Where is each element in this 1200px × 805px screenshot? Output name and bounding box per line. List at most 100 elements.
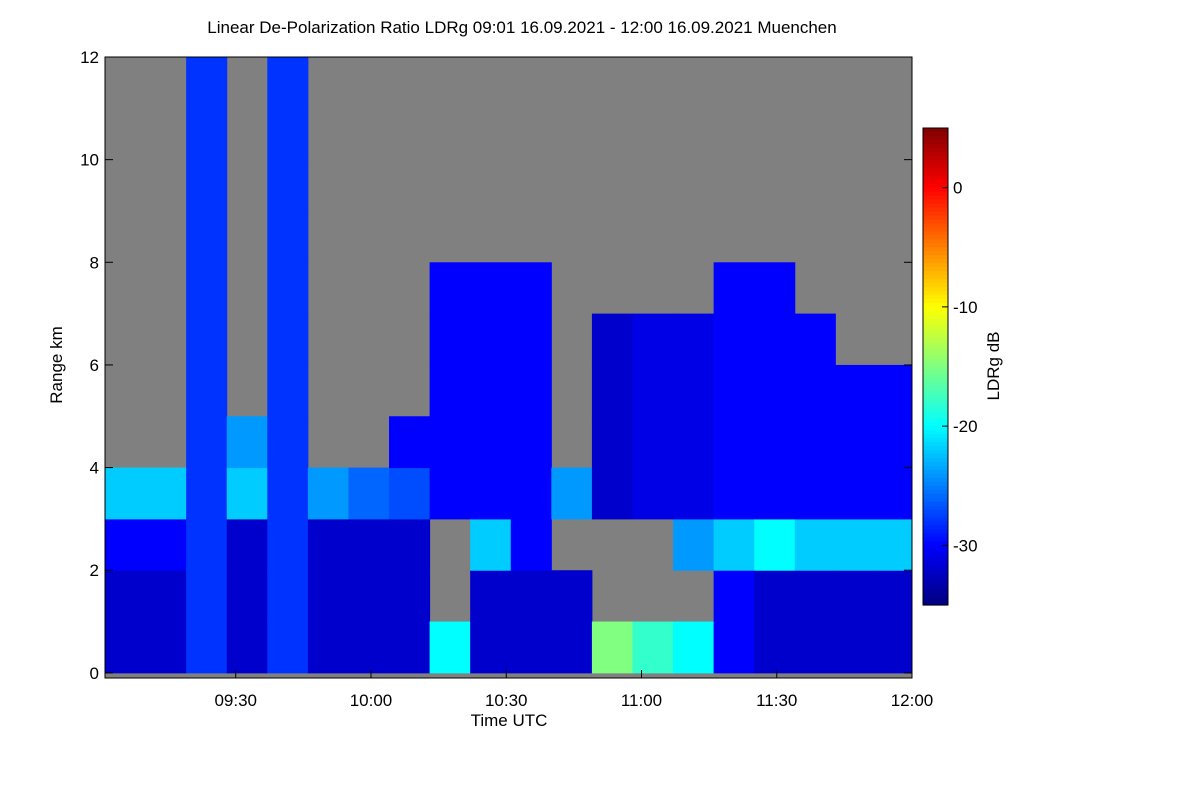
heat-cell [145, 570, 187, 623]
colorbar-segment [923, 497, 948, 503]
colorbar-segment [923, 223, 948, 228]
y-tick-label: 12 [80, 48, 99, 67]
colorbar-segment [923, 573, 948, 578]
heat-cell [429, 416, 471, 469]
heat-cell [226, 416, 268, 469]
colorbar-segment [923, 418, 948, 423]
colorbar-segment [923, 394, 948, 399]
colorbar-segment [923, 350, 948, 356]
colorbar-segment [923, 533, 948, 539]
heat-cell [673, 364, 715, 417]
heat-cell [875, 570, 913, 623]
heat-cell [307, 518, 349, 571]
colorbar-segment [923, 410, 948, 415]
colorbar-segment [923, 263, 948, 268]
heat-cell [186, 621, 228, 674]
colorbar-segment [923, 287, 948, 292]
colorbar-tick-label: -30 [953, 536, 978, 555]
colorbar-segment [923, 247, 948, 252]
colorbar-segment [923, 390, 948, 395]
heat-cell [105, 621, 147, 674]
colorbar-segment [923, 426, 948, 431]
colorbar-segment [923, 163, 948, 169]
heat-cell [267, 467, 309, 520]
y-tick-label: 4 [90, 459, 99, 478]
colorbar-segment [923, 517, 948, 523]
heat-cell [470, 416, 512, 469]
heat-cell [186, 262, 228, 315]
heat-cell [794, 364, 836, 417]
colorbar-segment [923, 489, 948, 495]
colorbar-segment [923, 294, 948, 300]
heat-cell [591, 416, 633, 469]
heat-cell [713, 364, 755, 417]
heat-cell [429, 467, 471, 520]
x-tick-label: 11:30 [756, 691, 797, 710]
colorbar-segment [923, 239, 948, 244]
colorbar-segment [923, 541, 948, 546]
heat-cell [754, 467, 796, 520]
heat-cell [470, 364, 512, 417]
heat-cell [510, 416, 552, 469]
colorbar-segment [923, 139, 948, 145]
colorbar-segment [923, 318, 948, 324]
heat-cell [632, 621, 674, 674]
colorbar-segment [923, 461, 948, 467]
colorbar-segment [923, 430, 948, 435]
heat-cell [186, 313, 228, 366]
heat-cell [348, 570, 390, 623]
colorbar-segment [923, 402, 948, 407]
colorbar-segment [923, 577, 948, 582]
heat-cell [267, 57, 309, 109]
heat-cell [835, 518, 877, 571]
heat-cell [754, 570, 796, 623]
colorbar-segment [923, 501, 948, 507]
heat-cell [145, 621, 187, 674]
y-tick-label: 10 [80, 151, 99, 170]
colorbar-segment [923, 485, 948, 491]
colorbar-segment [923, 243, 948, 248]
colorbar-segment [923, 505, 948, 511]
colorbar-label: LDRg dB [984, 332, 1003, 401]
heat-cell [632, 416, 674, 469]
heat-cell [186, 364, 228, 417]
heat-cell [389, 570, 431, 623]
heat-cell [105, 518, 147, 571]
colorbar-segment [923, 267, 948, 272]
x-axis-label: Time UTC [471, 711, 548, 730]
heat-cell [713, 262, 755, 315]
colorbar-segment [923, 465, 948, 471]
heat-cell [673, 621, 715, 674]
colorbar-segment [923, 290, 948, 296]
colorbar-segment [923, 378, 948, 383]
colorbar-segment [923, 191, 948, 197]
colorbar-segment [923, 279, 948, 284]
heat-cell [226, 621, 268, 674]
heat-cell [267, 313, 309, 366]
colorbar-segment [923, 195, 948, 201]
heat-cell [186, 108, 228, 161]
colorbar-segment [923, 525, 948, 531]
colorbar-segment [923, 306, 948, 312]
heat-cell [348, 621, 390, 674]
colorbar-segment [923, 601, 948, 606]
heat-cell [591, 467, 633, 520]
colorbar-segment [923, 342, 948, 348]
heat-cell [389, 416, 431, 469]
colorbar-segment [923, 175, 948, 181]
colorbar-segment [923, 346, 948, 352]
y-tick-label: 0 [90, 664, 99, 683]
heat-cell [389, 518, 431, 571]
heat-cell [713, 467, 755, 520]
colorbar-segment [923, 159, 948, 165]
colorbar-segment [923, 382, 948, 387]
heat-cell [510, 621, 552, 674]
heat-cell [267, 364, 309, 417]
heat-cell [713, 416, 755, 469]
heat-cell [429, 262, 471, 315]
colorbar-segment [923, 473, 948, 479]
heat-cell [794, 621, 836, 674]
colorbar-segment [923, 469, 948, 475]
heat-cell [713, 621, 755, 674]
heat-cell [186, 467, 228, 520]
